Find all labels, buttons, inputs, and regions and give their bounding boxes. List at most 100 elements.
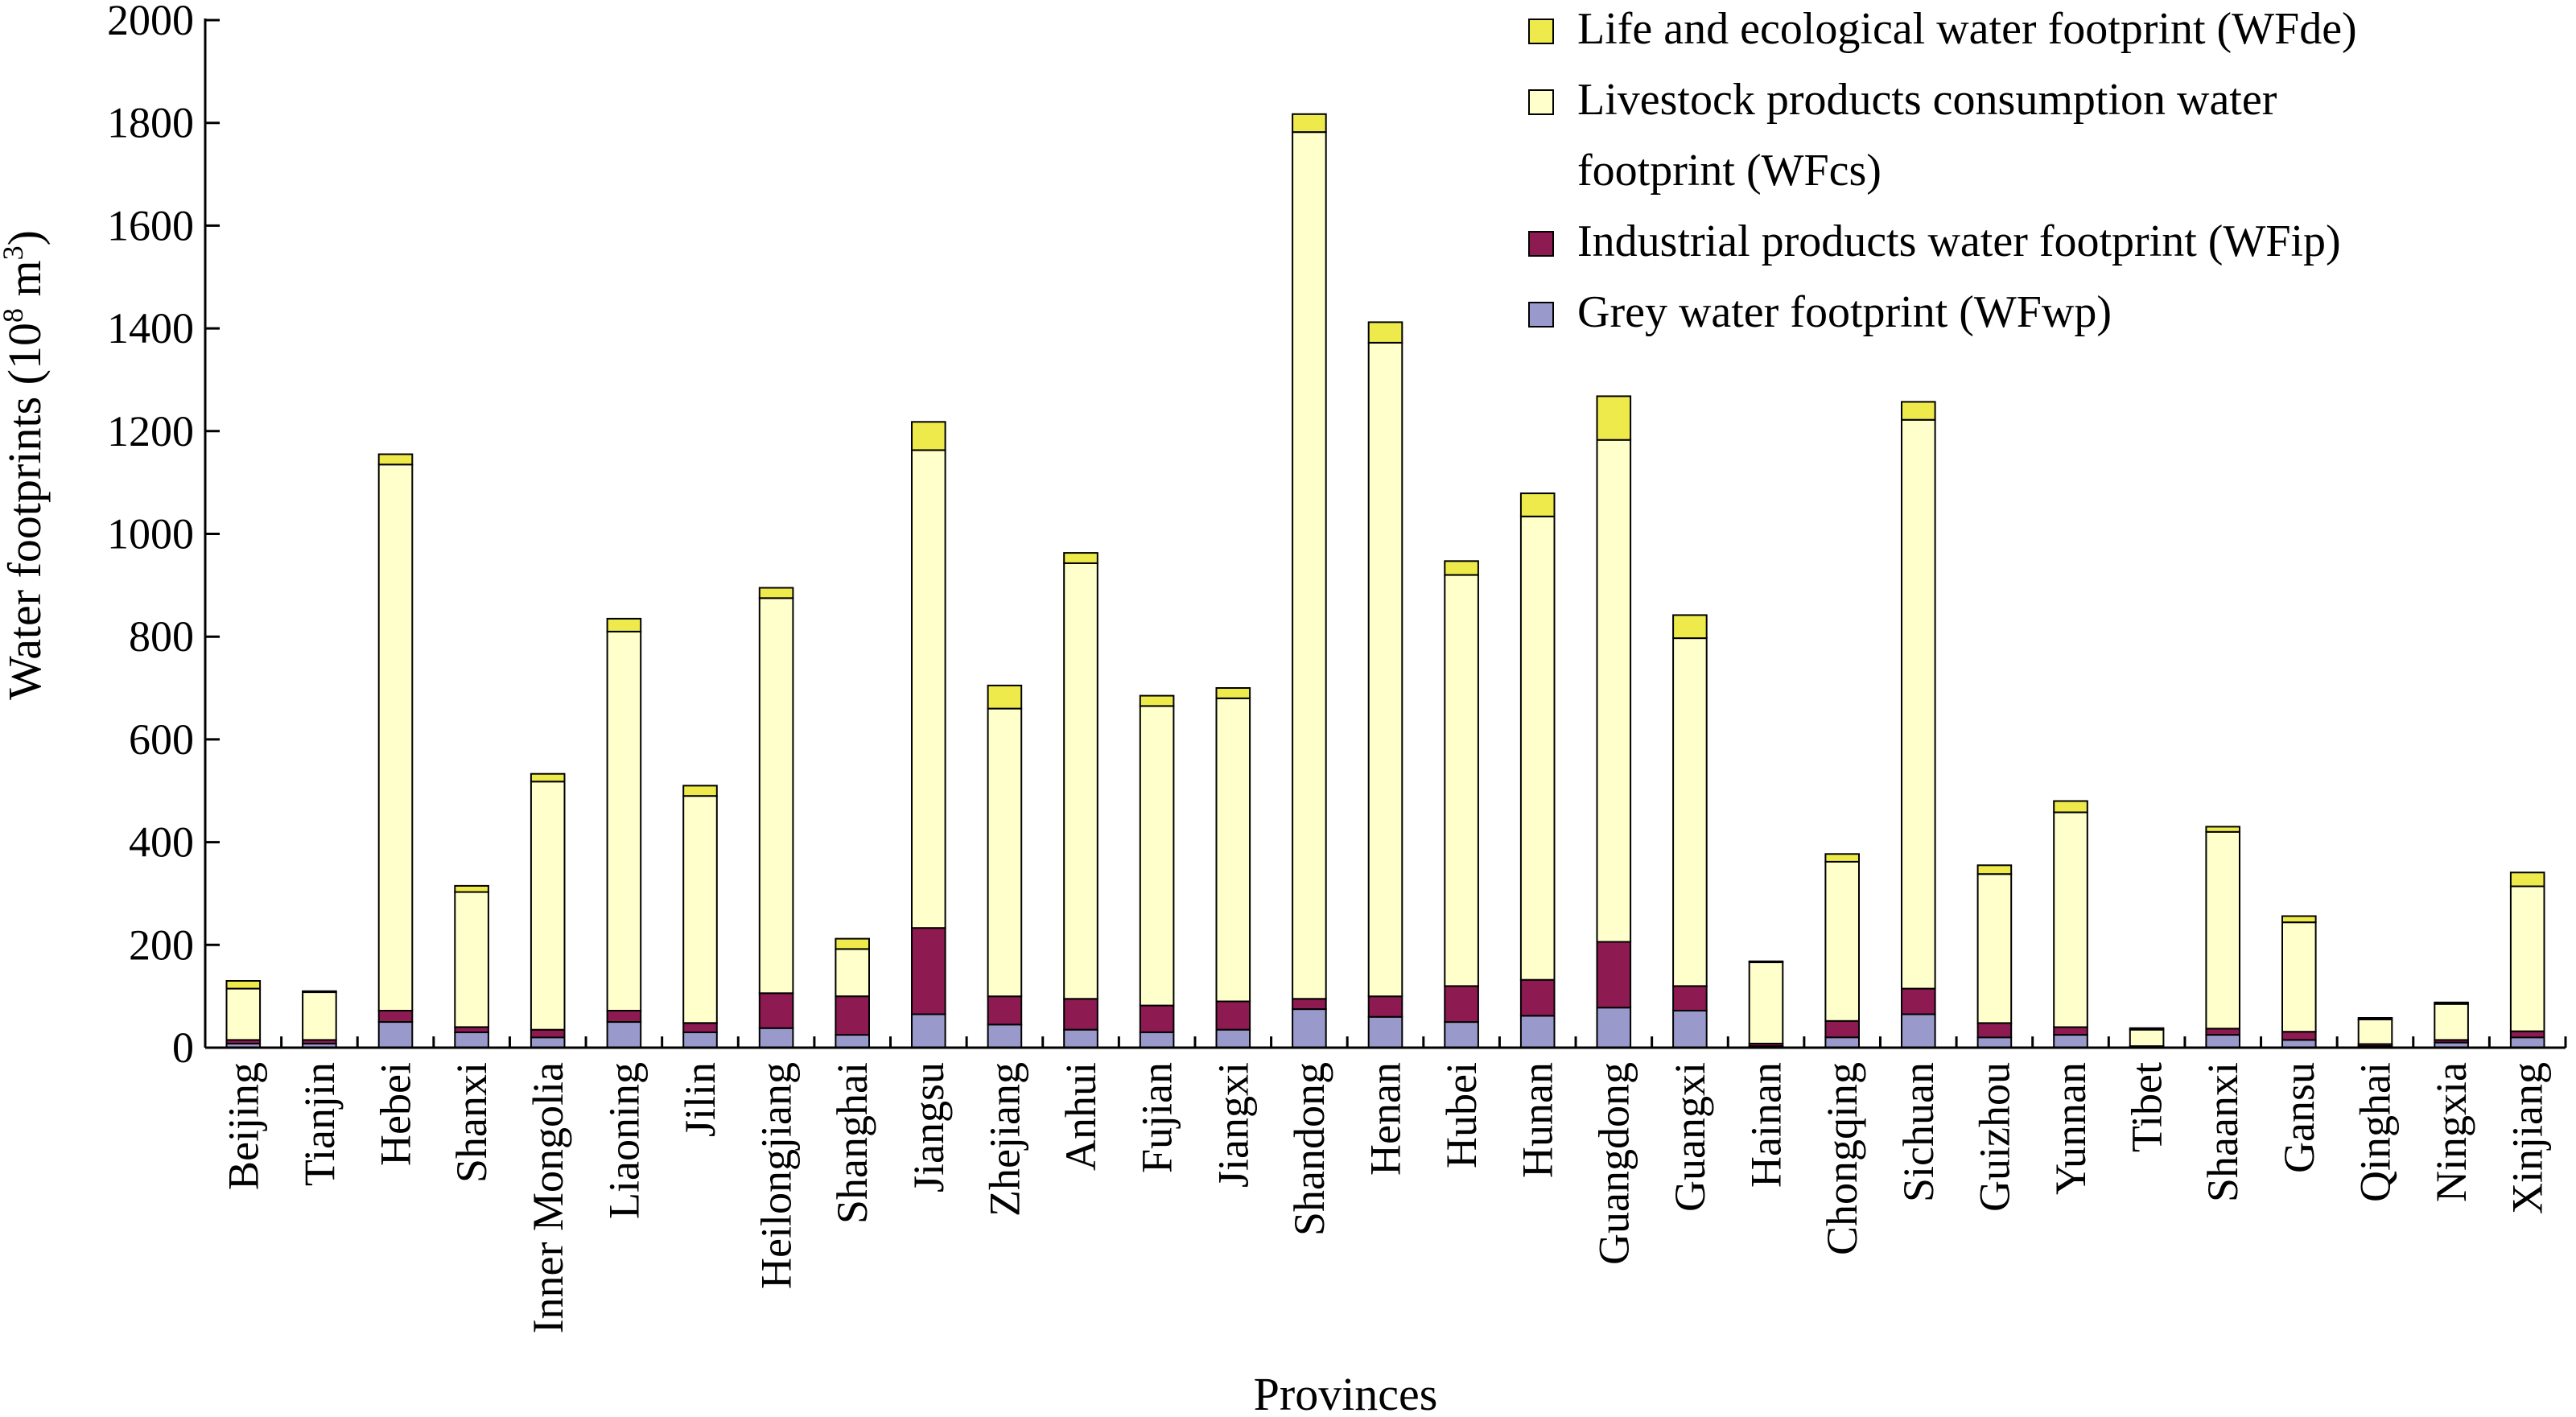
bar-segment-s2-10 (987, 707, 1023, 998)
legend-swatch (1528, 19, 1554, 44)
bar-segment-s3-3 (454, 884, 489, 893)
bar-segment-s3-19 (1672, 614, 1708, 640)
bar-segment-s1-5 (606, 1010, 642, 1023)
bar-segment-s0-9 (911, 1013, 946, 1048)
bar-segment-s0-5 (606, 1021, 642, 1048)
x-tick-label: Guangxi (1666, 1062, 1714, 1212)
bar-segment-s3-21 (1824, 853, 1860, 863)
bar-segment-s0-30 (2509, 1036, 2545, 1048)
y-tick-label: 800 (129, 612, 194, 661)
bar-segment-s0-12 (1139, 1031, 1175, 1049)
y-tick-label: 1400 (107, 304, 194, 352)
bar-segment-s2-23 (1976, 873, 2013, 1024)
y-axis-title-unit: m (0, 260, 51, 308)
y-axis-title: Water footprints (108 m3) (0, 230, 51, 700)
bar-segment-s2-20 (1748, 962, 1784, 1044)
bar-segment-s0-10 (987, 1024, 1023, 1049)
bar-segment-s1-18 (1596, 941, 1632, 1009)
bar-segment-s3-4 (530, 772, 566, 783)
bar-segment-s0-19 (1672, 1010, 1708, 1048)
bar-segment-s0-17 (1519, 1015, 1556, 1049)
bar-segment-s2-1 (302, 991, 337, 1041)
bar-segment-s1-19 (1672, 985, 1708, 1012)
bar-segment-s0-14 (1292, 1008, 1327, 1048)
y-tick-label: 400 (129, 818, 194, 867)
bar-segment-s3-11 (1063, 552, 1098, 564)
bar-segment-s1-27 (2281, 1031, 2317, 1041)
y-axis-title-text: Water footprints (10 (0, 323, 51, 700)
x-tick-label: Guizhou (1970, 1062, 2018, 1212)
y-tick-label: 1800 (107, 99, 194, 147)
x-tick-label: Sichuan (1894, 1062, 1943, 1202)
bar-segment-s2-0 (225, 987, 262, 1041)
bar-segment-s2-29 (2434, 1003, 2469, 1041)
legend-label: Life and ecological water footprint (WFd… (1577, 4, 2357, 54)
x-tick-label: Chongqing (1818, 1062, 1866, 1255)
bar-segment-s0-7 (758, 1027, 794, 1048)
bar-segment-s3-29 (2434, 1001, 2469, 1005)
bar-segment-s3-13 (1215, 687, 1251, 699)
x-tick-label: Yunnan (2046, 1062, 2095, 1195)
legend-swatch (1528, 89, 1554, 115)
x-tick-label: Hebei (372, 1062, 420, 1166)
bar-segment-s3-0 (225, 980, 262, 990)
bar-segment-s3-2 (377, 453, 414, 466)
bar-segment-s1-9 (911, 927, 946, 1015)
bar-segment-s3-8 (835, 937, 871, 950)
x-tick-label: Tianjin (295, 1062, 344, 1186)
bar-segment-s1-22 (1901, 987, 1936, 1015)
x-tick-label: Fujian (1133, 1062, 1181, 1173)
bar-segment-s0-8 (835, 1034, 871, 1048)
bar-segment-s2-17 (1519, 515, 1556, 981)
x-tick-label: Heilongjiang (752, 1062, 801, 1289)
x-tick-label: Shaanxi (2199, 1062, 2247, 1202)
bar-segment-s0-4 (530, 1036, 566, 1048)
x-tick-label: Hainan (1742, 1062, 1791, 1188)
bar-segment-s2-21 (1824, 860, 1860, 1022)
x-tick-label: Gansu (2275, 1062, 2323, 1173)
x-tick-label: Jiangsu (905, 1062, 953, 1193)
bar-segment-s1-16 (1444, 985, 1479, 1024)
bar-segment-s1-8 (835, 995, 871, 1036)
bar-segment-s2-15 (1367, 342, 1403, 998)
bar-segment-s0-3 (454, 1031, 489, 1049)
bar-segment-s0-21 (1824, 1036, 1860, 1048)
y-tick-label: 0 (172, 1024, 194, 1072)
bars-layer (225, 113, 2545, 1049)
y-axis-title-unit-exponent: 3 (0, 245, 29, 260)
bar-segment-s0-26 (2205, 1034, 2240, 1048)
x-tick-label: Qinghai (2351, 1062, 2400, 1202)
bar-segment-s2-14 (1292, 131, 1327, 1000)
y-axis-title-close: ) (0, 230, 51, 245)
bar-segment-s1-15 (1367, 995, 1403, 1018)
bar-segment-s0-24 (2053, 1034, 2088, 1048)
x-tick-label: Beijing (219, 1062, 267, 1190)
bar-segment-s3-1 (302, 990, 337, 994)
legend-label: Livestock products consumption water (1577, 75, 2277, 125)
bar-segment-s2-2 (377, 463, 414, 1011)
bar-segment-s1-17 (1519, 978, 1556, 1017)
bar-segment-s2-27 (2281, 921, 2317, 1033)
bar-segment-s3-10 (987, 684, 1023, 710)
bar-segment-s1-6 (682, 1022, 718, 1033)
bar-segment-s3-14 (1292, 113, 1327, 134)
bar-segment-s1-12 (1139, 1004, 1175, 1033)
bar-segment-s3-9 (911, 421, 946, 451)
bar-segment-s1-24 (2053, 1026, 2088, 1036)
legend-swatch (1528, 302, 1554, 327)
y-tick-label: 600 (129, 715, 194, 764)
bar-segment-s2-3 (454, 891, 489, 1028)
bar-segment-s3-12 (1139, 694, 1175, 707)
y-tick-label: 200 (129, 921, 194, 969)
x-tick-label: Jiangxi (1209, 1062, 1257, 1188)
legend-label: Grey water footprint (WFwp) (1577, 287, 2112, 337)
x-tick-label: Xinjiang (2504, 1062, 2552, 1214)
x-tick-label: Jilin (676, 1062, 724, 1137)
x-axis-title: Provinces (1254, 1368, 1438, 1417)
bar-segment-s2-4 (530, 781, 566, 1031)
bar-segment-s3-22 (1901, 401, 1936, 421)
bar-segment-s2-6 (682, 795, 718, 1024)
bar-segment-s2-5 (606, 630, 642, 1011)
bar-segment-s1-3 (454, 1026, 489, 1033)
